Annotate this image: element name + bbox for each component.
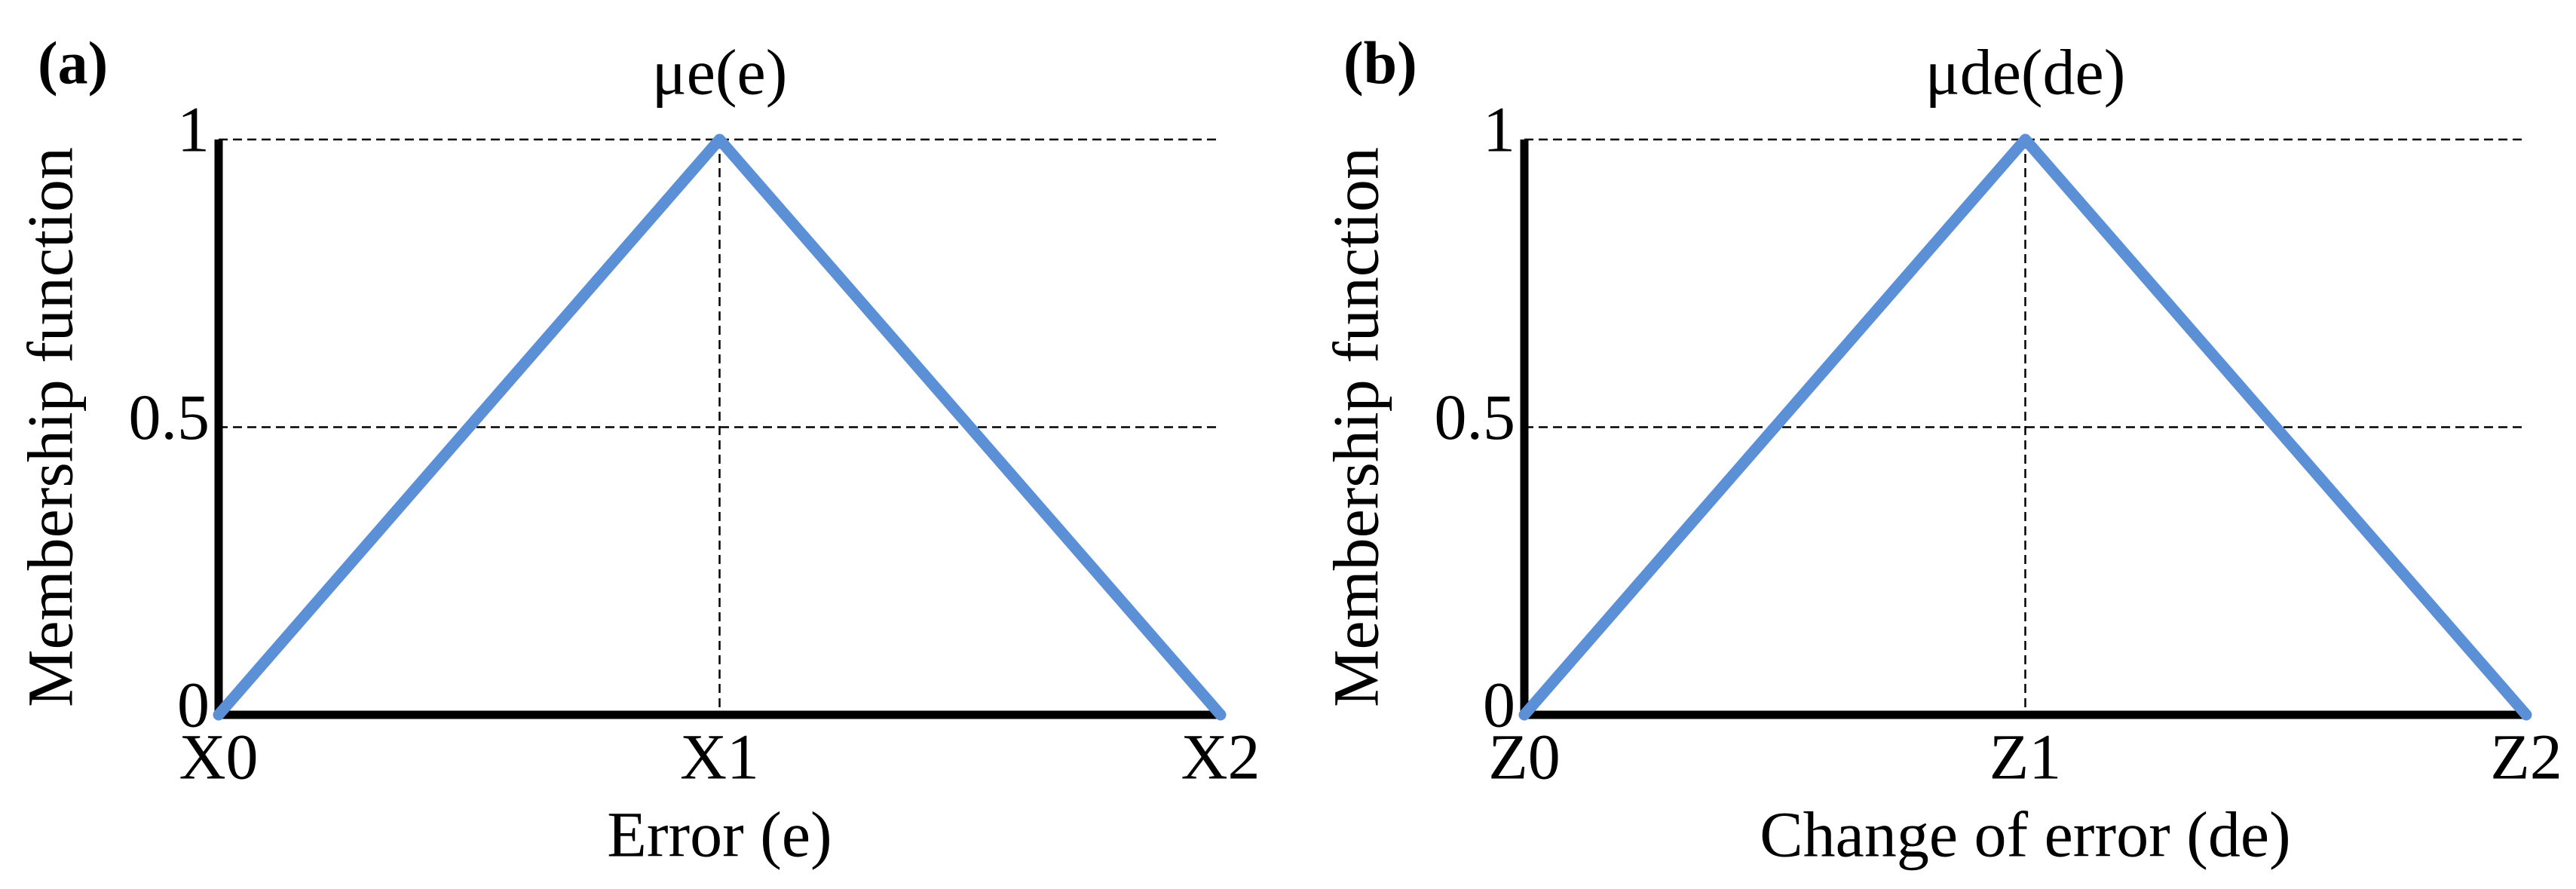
panel-label: (a) [38,30,108,97]
y-tick-label: 1 [1483,93,1515,166]
annotation: μde(de) [1925,36,2126,109]
panel: (a) μe(e) Membership function Error (e) 0 0.5… [14,30,1260,870]
membership-line [1518,133,2532,721]
y-axis-title: Membership function [14,147,87,707]
x-tick-label: X2 [1181,721,1260,793]
y-tick-label: 1 [177,93,210,166]
y-tick-label: 0.5 [129,381,210,453]
panel: (b) μde(de) Membership function Change of e… [1320,30,2562,870]
x-tick-label: X1 [680,721,759,793]
x-tick-label: Z2 [2490,721,2562,793]
y-tick-label: 0 [1483,669,1515,741]
panel-label: (b) [1343,30,1417,97]
y-tick-label: 0 [177,669,210,741]
x-tick-label: Z0 [1488,721,1561,793]
y-axis-title: Membership function [1320,147,1392,707]
annotation: μe(e) [652,36,788,109]
y-tick-label: 0.5 [1435,381,1516,453]
x-axis-title: Error (e) [607,799,832,871]
membership-line [213,133,1227,721]
x-tick-label: Z1 [1989,721,2062,793]
x-tick-label: X0 [179,721,258,793]
x-axis-title: Change of error (de) [1760,799,2290,871]
